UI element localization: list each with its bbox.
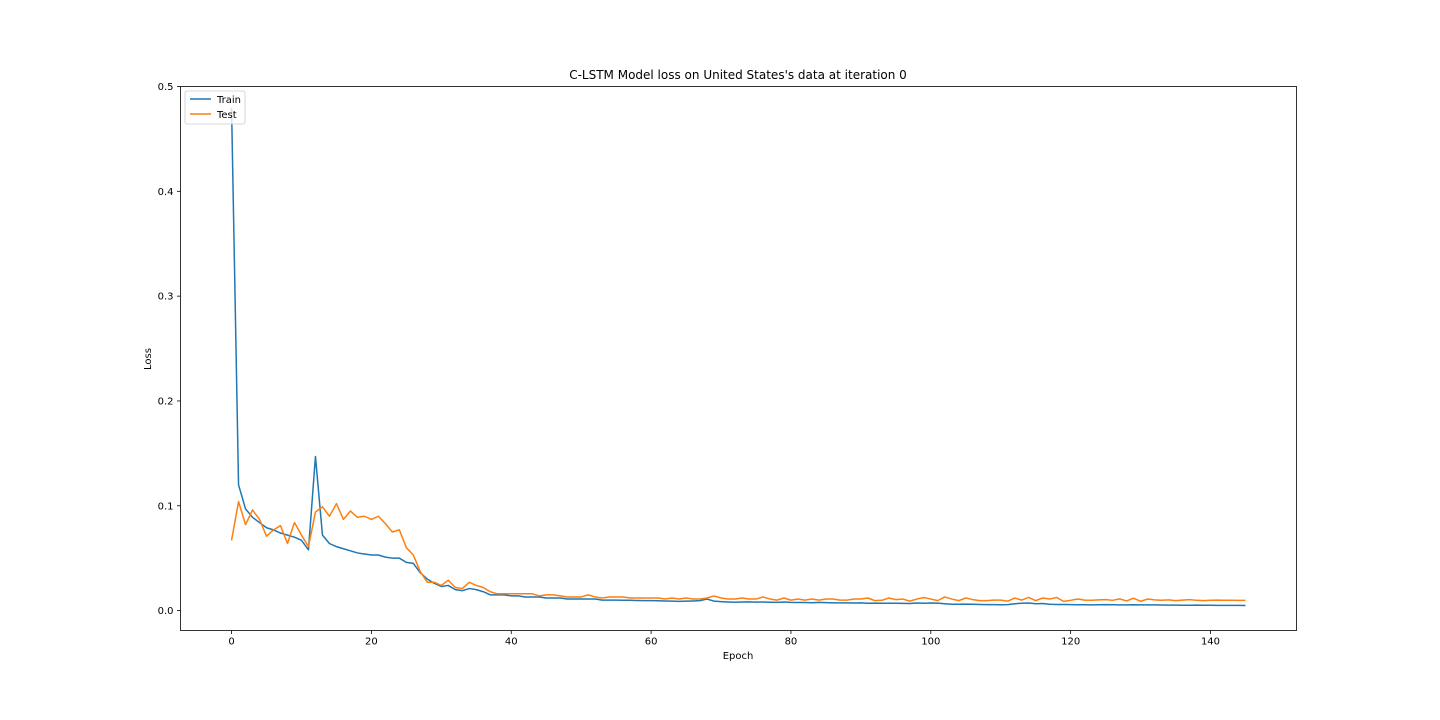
y-tick-label: 0.2 [158, 396, 174, 407]
y-tick-label: 0.5 [158, 82, 174, 93]
chart-title: C-LSTM Model loss on United States's dat… [569, 68, 907, 82]
series-line-train [230, 107, 1246, 607]
x-tick-label: 60 [645, 637, 658, 648]
x-tick-label: 140 [1201, 637, 1220, 648]
y-tick-label: 0.0 [158, 606, 174, 617]
series-line-test [230, 500, 1246, 603]
x-tick-label: 80 [785, 637, 798, 648]
y-axis-label: Loss [143, 348, 154, 370]
x-tick-label: 40 [505, 637, 518, 648]
x-axis: 0 20 40 60 80 100 120 140 [228, 630, 1220, 648]
y-tick-label: 0.3 [158, 292, 174, 303]
x-axis-label: Epoch [723, 651, 754, 662]
y-tick-label: 0.1 [158, 501, 174, 512]
y-axis: 0.0 0.1 0.2 0.3 0.4 0.5 [158, 82, 181, 617]
plot-area [230, 107, 1246, 607]
x-tick-label: 100 [921, 637, 940, 648]
x-tick-label: 120 [1061, 637, 1080, 648]
legend-label-train: Train [216, 95, 241, 106]
legend-label-test: Test [216, 110, 237, 121]
x-tick-label: 20 [365, 637, 378, 648]
y-tick-label: 0.4 [158, 187, 174, 198]
x-tick-label: 0 [228, 637, 234, 648]
plot-frame [180, 86, 1297, 631]
legend: Train Test [184, 90, 246, 125]
